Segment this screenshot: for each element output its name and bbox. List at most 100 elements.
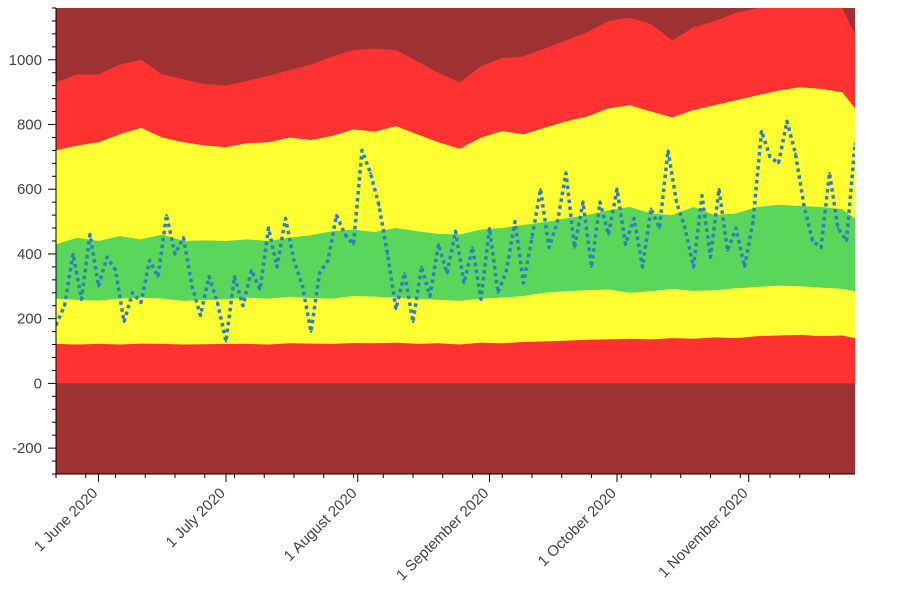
series-point [114,268,117,272]
series-point [836,226,840,230]
series-point [454,230,457,233]
series-point [369,171,372,175]
series-point [88,233,92,236]
series-point [632,217,636,220]
series-point [284,217,287,220]
series-point [768,155,772,159]
series-point [802,204,806,207]
x-tick-label: 1 July 2020 [163,485,229,551]
series-point [199,314,202,317]
series-point [751,220,755,223]
series-point [148,259,151,262]
series-point [105,255,109,259]
series-point [615,188,619,191]
series-point [573,246,576,249]
series-point [335,213,338,217]
series-point [250,268,253,272]
series-point [403,272,406,275]
series-point [80,298,83,301]
series-point [224,340,228,343]
line-layer [56,119,855,344]
series-point [785,120,789,123]
series-point [683,226,687,230]
series-point [819,246,823,249]
series-point [233,275,236,278]
x-tick-label: 1 September 2020 [393,485,492,584]
series-point [641,265,644,269]
y-tick-label: 600 [17,181,42,198]
series-point [853,142,855,146]
y-tick-label: 0 [34,375,42,392]
series-point [666,149,670,152]
series-point [530,236,534,239]
series-point [496,291,500,294]
series-point [828,171,831,175]
series-point [352,243,355,246]
series-point [165,213,168,217]
series-point [173,252,177,256]
series-point [649,207,653,210]
series-point [420,265,423,269]
series-point [505,268,508,272]
x-tick-label: 1 November 2020 [655,485,751,581]
series-point [522,281,525,285]
y-tick-label: -200 [12,440,42,457]
series-point [309,330,313,333]
series-point [488,226,491,230]
series-point [207,275,211,278]
series-point [547,246,551,249]
series-point [692,265,695,269]
band-green [56,204,855,301]
y-tick-label: 1000 [9,52,42,69]
series-point [734,226,738,230]
series-point [139,301,143,304]
series-point [360,149,364,152]
series-point [700,194,704,197]
series-point [386,252,389,256]
series-point [445,272,449,275]
series-point [709,255,712,259]
x-tick-label: 1 October 2020 [535,485,620,570]
series-point [777,162,780,165]
series-point [71,252,75,256]
series-point [794,152,797,155]
series-point [182,236,185,239]
series-point [122,320,126,324]
series-point [275,265,279,269]
x-tick-label: 1 June 2020 [31,485,101,555]
series-point [675,200,678,204]
series-point [343,233,347,236]
series-point [624,243,627,246]
series-point [97,285,100,288]
series-point [301,285,304,288]
y-tick-label: 200 [17,311,42,328]
series-point [811,239,814,243]
series-point [131,291,134,294]
series-point [726,249,729,252]
series-point [190,285,194,288]
series-point [267,226,270,230]
series-point [428,294,432,298]
series-point [564,171,568,175]
series-point [241,304,245,307]
x-tick-label: 1 August 2020 [281,485,361,565]
series-point [760,129,763,133]
series-point [216,301,219,304]
series-point [513,220,517,223]
series-point [717,188,721,191]
series-point [598,200,602,204]
series-point [590,265,593,269]
series-point [539,188,542,191]
series-point [377,204,381,207]
series-point [63,304,66,307]
series-point [743,265,746,269]
series-point [437,243,440,246]
series-point [581,200,585,204]
series-point [658,226,661,230]
series-point [471,246,474,249]
series-point [394,307,398,311]
series-point [411,320,415,324]
series-point [326,259,330,262]
